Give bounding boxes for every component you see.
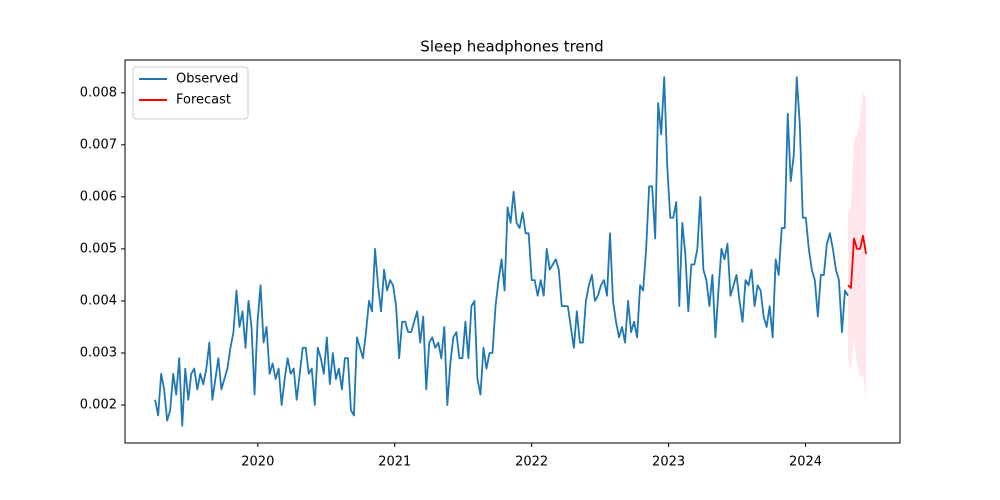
x-tick-label: 2023 [652,455,685,470]
plot-frame [124,59,901,444]
x-tick-label: 2024 [789,455,822,470]
y-tick-label: 0.002 [80,398,117,413]
series-line [154,76,849,427]
y-tick-label: 0.008 [80,85,117,100]
x-tick-label: 2020 [241,455,274,470]
y-tick-label: 0.004 [80,293,117,308]
y-tick-label: 0.005 [80,241,117,256]
y-tick-label: 0.007 [80,137,117,152]
y-tick-label: 0.003 [80,345,117,360]
legend-label: Observed [176,72,239,87]
chart-title: Sleep headphones trend [420,38,603,56]
x-tick-label: 2021 [378,455,411,470]
series-line [847,234,867,289]
legend-label: Forecast [176,93,231,108]
x-tick-label: 2022 [515,455,548,470]
y-tick-label: 0.006 [80,189,117,204]
